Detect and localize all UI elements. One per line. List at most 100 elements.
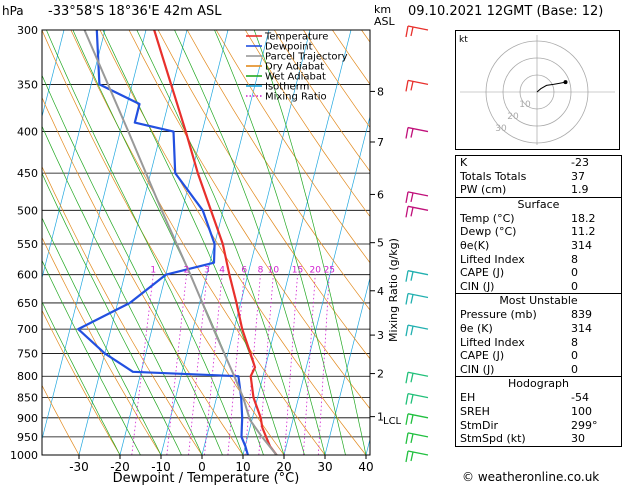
index-value: 299°: [571, 418, 598, 432]
x-tick-label: 10: [235, 460, 250, 474]
wind-barb: [407, 392, 429, 399]
index-row: PW (cm) 1.9: [456, 183, 621, 197]
km-tick-label: 6: [377, 188, 384, 201]
asl-label: ASL: [374, 15, 395, 28]
mixing-ratio-line: [188, 274, 208, 455]
index-label: θe (K): [460, 321, 493, 335]
wind-barb-flag: [410, 451, 414, 462]
index-value: 314: [571, 238, 592, 252]
wind-barb-flag: [410, 128, 414, 138]
x-tick-label: 20: [276, 460, 291, 474]
index-row: Lifted Index 8: [456, 253, 621, 267]
index-label: CIN (J): [460, 279, 495, 293]
wet-adiabat: [174, 30, 326, 455]
index-value: 0: [571, 266, 578, 280]
pressure-tick-label: 700: [17, 323, 38, 336]
index-row: Temp (°C) 18.2: [456, 212, 621, 226]
wind-barb-flag: [405, 270, 409, 282]
hodograph-ring-label: 20: [507, 112, 519, 122]
wind-barb: [407, 324, 429, 330]
index-value: -54: [571, 391, 589, 405]
wet-adiabat: [102, 30, 285, 455]
km-tick-label: 8: [377, 85, 384, 98]
index-row: θe(K) 314: [456, 239, 621, 253]
wet-adiabat: [42, 259, 141, 455]
wind-barb-flag: [405, 293, 409, 305]
legend-entry: Temperature: [264, 32, 328, 43]
mixing-ratio-label: 15: [292, 266, 303, 276]
wind-barb: [407, 126, 429, 133]
dry-adiabat: [42, 236, 162, 455]
dry-adiabat: [274, 30, 370, 172]
dry-adiabat: [42, 384, 80, 455]
wind-barb-flag: [405, 432, 409, 445]
isotherm: [42, 30, 106, 280]
km-tick-label: 5: [377, 237, 384, 250]
wet-adiabat: [42, 74, 223, 455]
wind-barb: [407, 371, 429, 377]
index-label: Totals Totals: [460, 169, 527, 183]
legend-entry: Dewpoint: [265, 42, 313, 53]
legend-entry: Wet Adiabat: [265, 72, 326, 83]
km-tick-label: 2: [377, 368, 384, 381]
isotherm: [42, 30, 65, 118]
index-value: 0: [571, 279, 578, 293]
dry-adiabat: [215, 30, 370, 264]
hodograph-label: kt: [459, 35, 468, 45]
index-value: 30: [571, 432, 585, 446]
mixing-ratio-line: [166, 274, 187, 455]
wind-barb: [407, 205, 429, 211]
index-label: PW (cm): [460, 183, 507, 197]
km-label: km: [374, 3, 392, 16]
hpa-label: hPa: [2, 4, 24, 18]
index-row: Dewp (°C) 11.2: [456, 225, 621, 239]
wind-barb-flag: [410, 26, 414, 37]
index-row: θe (K) 314: [456, 322, 621, 336]
index-row: Lifted Index 8: [456, 336, 621, 350]
index-value: 18.2: [571, 211, 596, 225]
dry-adiabat: [42, 165, 203, 455]
hodograph-storm-marker: [563, 80, 568, 85]
wet-adiabat: [136, 30, 305, 455]
wet-adiabat: [42, 172, 182, 455]
hodograph-section: Hodograph EH -54 SREH 100 StmDir 299° StmSpd (…: [456, 376, 621, 445]
wind-barb-flag: [405, 413, 409, 425]
wet-adiabat: [46, 30, 244, 455]
index-row: CIN (J) 0: [456, 280, 621, 294]
wind-barb-flag: [405, 25, 409, 38]
index-label: StmDir: [460, 418, 499, 432]
index-row: Totals Totals 37: [456, 170, 621, 184]
index-label: CAPE (J): [460, 349, 505, 363]
km-tick-label: 1: [377, 411, 384, 424]
isotherm: [324, 276, 370, 455]
wind-barb-flag: [410, 192, 414, 203]
isotherm: [201, 30, 311, 455]
mixing-ratio-label: 1: [150, 266, 156, 276]
location-title: -33°58'S 18°36'E 42m ASL: [48, 4, 222, 19]
wind-barb: [407, 450, 429, 456]
index-value: 8: [571, 252, 578, 266]
wind-barb-flag: [410, 373, 414, 383]
chart-series: [77, 30, 278, 455]
index-label: K: [460, 156, 468, 169]
most-unstable-section: Most Unstable Pressure (mb) 839 θe (K) 314 L…: [456, 293, 621, 376]
index-label: Temp (°C): [460, 211, 515, 225]
index-row: K -23: [456, 156, 621, 170]
legend-entry: Mixing Ratio: [265, 92, 327, 103]
datetime-title: 09.10.2021 12GMT (Base: 12): [408, 4, 604, 19]
pressure-tick-label: 600: [17, 269, 38, 282]
credit-text: © weatheronline.co.uk: [462, 470, 600, 484]
mixing-ratio-line: [204, 274, 223, 455]
index-value: 314: [571, 321, 592, 335]
isotherm: [78, 30, 188, 455]
wind-barb-flag: [405, 372, 409, 384]
pressure-tick-label: 400: [17, 126, 38, 139]
wind-barb: [407, 413, 429, 419]
indices-table: K -23 Totals Totals 37 PW (cm) 1.9 Surface Te…: [455, 155, 622, 447]
pressure-tick-label: 750: [17, 347, 38, 360]
lcl-label: LCL: [383, 416, 402, 427]
wind-barb-flag: [410, 325, 414, 336]
km-tick-label: 3: [377, 329, 384, 342]
mixing-ratio-label: 3: [204, 266, 210, 276]
